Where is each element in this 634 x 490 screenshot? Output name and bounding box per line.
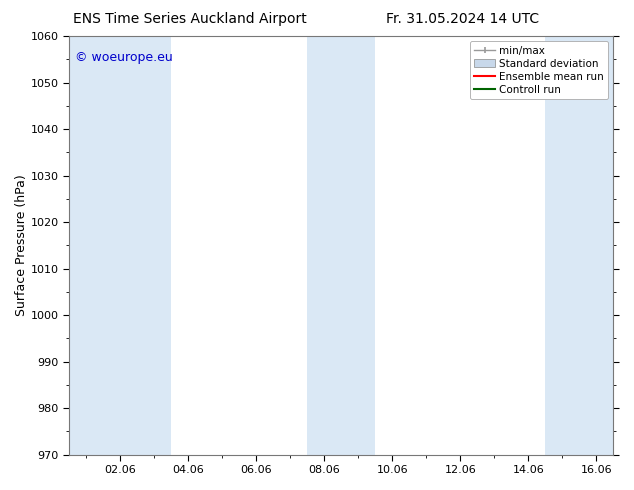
- Bar: [69, 36, 103, 455]
- Text: ENS Time Series Auckland Airport: ENS Time Series Auckland Airport: [74, 12, 307, 26]
- Y-axis label: Surface Pressure (hPa): Surface Pressure (hPa): [15, 174, 28, 316]
- Text: Fr. 31.05.2024 14 UTC: Fr. 31.05.2024 14 UTC: [386, 12, 540, 26]
- Legend: min/max, Standard deviation, Ensemble mean run, Controll run: min/max, Standard deviation, Ensemble me…: [470, 41, 608, 99]
- Bar: [307, 36, 341, 455]
- Text: © woeurope.eu: © woeurope.eu: [75, 51, 172, 64]
- Bar: [103, 36, 171, 455]
- Bar: [341, 36, 375, 455]
- Bar: [545, 36, 614, 455]
